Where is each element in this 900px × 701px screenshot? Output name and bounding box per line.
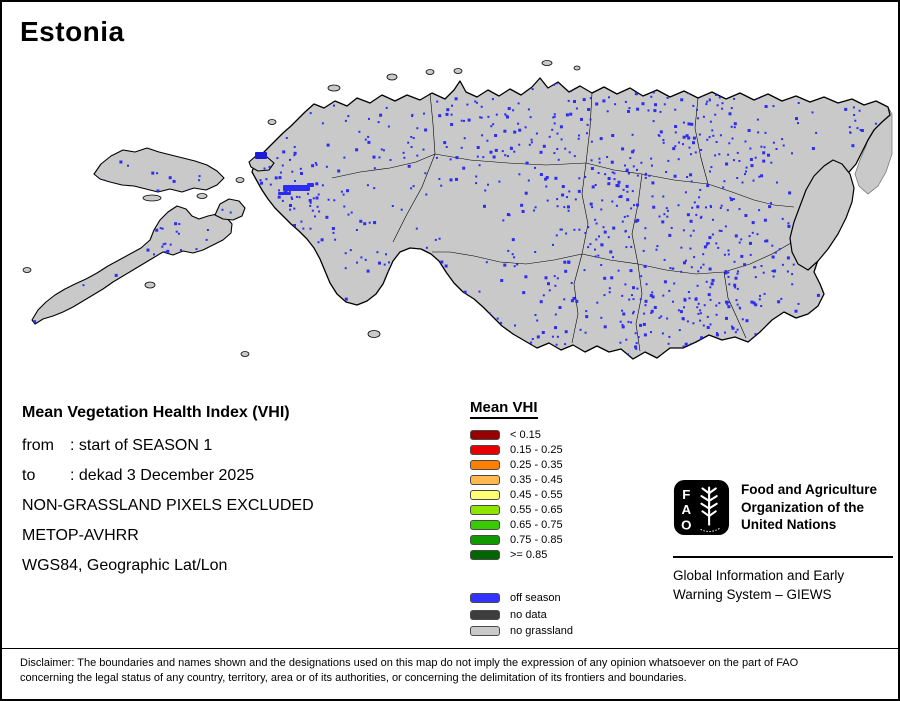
legend-swatch-off-season — [470, 593, 500, 604]
legend-item: off season — [470, 590, 573, 607]
info-label-to: to — [22, 467, 36, 484]
legend-item: 0.45 - 0.55 — [470, 487, 573, 502]
legend-item: 0.55 - 0.65 — [470, 502, 573, 517]
legend-item: 0.75 - 0.85 — [470, 532, 573, 547]
legend-item: 0.65 - 0.75 — [470, 517, 573, 532]
fao-logo-letter: O — [681, 517, 691, 532]
wheat-ear-icon — [700, 486, 718, 526]
legend-item-label: 0.75 - 0.85 — [510, 533, 563, 546]
fao-org-line: United Nations — [741, 517, 837, 532]
info-row-from: from : start of SEASON 1 — [22, 437, 314, 455]
legend-item: 0.35 - 0.45 — [470, 472, 573, 487]
legend-item-label: 0.55 - 0.65 — [510, 503, 563, 516]
fao-divider — [673, 556, 893, 558]
legend-item: no data — [470, 607, 573, 624]
fao-logo-letter: F — [682, 487, 690, 502]
info-value-projection: WGS84, Geographic Lat/Lon — [22, 557, 228, 574]
info-value-pixels: NON-GRASSLAND PIXELS EXCLUDED — [22, 497, 314, 514]
legend-swatch — [470, 459, 500, 470]
legend: Mean VHI < 0.15 0.15 - 0.25 0.25 - 0.35 … — [470, 399, 573, 640]
info-block: Mean Vegetation Health Index (VHI) from:… — [22, 404, 314, 587]
info-value-to: : dekad 3 December 2025 — [70, 467, 255, 484]
legend-item-label: 0.35 - 0.45 — [510, 473, 563, 486]
legend-swatch — [470, 474, 500, 485]
fao-org-name: Food and Agriculture Organization of the… — [741, 479, 877, 534]
info-label-from: from — [22, 437, 54, 454]
legend-item-label: < 0.15 — [510, 428, 541, 441]
info-value-from: : start of SEASON 1 — [70, 437, 213, 454]
giews-label: Global Information and Early Warning Sys… — [673, 567, 893, 604]
legend-item-label: no data — [510, 608, 547, 621]
info-row-to: to : dekad 3 December 2025 — [22, 467, 314, 485]
info-title: Mean Vegetation Health Index (VHI) — [22, 404, 290, 421]
legend-item-label: off season — [510, 592, 561, 605]
legend-swatch — [470, 549, 500, 560]
legend-item: 0.25 - 0.35 — [470, 457, 573, 472]
legend-item: no grassland — [470, 623, 573, 640]
legend-item-label: no grassland — [510, 625, 573, 638]
page-title: Estonia — [20, 16, 125, 47]
fao-org-line: Food and Agriculture — [741, 482, 877, 497]
disclaimer-line: concerning the legal status of any count… — [20, 672, 687, 684]
info-value-sensor: METOP-AVHRR — [22, 527, 139, 544]
legend-swatch — [470, 429, 500, 440]
info-row-sensor: METOP-AVHRR — [22, 527, 314, 545]
legend-title: Mean VHI — [470, 399, 538, 419]
legend-item-label: 0.15 - 0.25 — [510, 443, 563, 456]
giews-line: Warning System – GIEWS — [673, 586, 832, 602]
info-row-pixels: NON-GRASSLAND PIXELS EXCLUDED — [22, 497, 314, 515]
legend-swatch-no-data — [470, 609, 500, 620]
fao-block: F A O Food and Agriculture Organization … — [673, 479, 893, 604]
disclaimer-line: Disclaimer: The boundaries and names sho… — [20, 657, 799, 669]
info-row-projection: WGS84, Geographic Lat/Lon — [22, 557, 314, 575]
legend-swatch — [470, 489, 500, 500]
disclaimer: Disclaimer: The boundaries and names sho… — [2, 648, 898, 699]
giews-line: Global Information and Early — [673, 568, 845, 583]
fao-logo-letter: A — [681, 502, 691, 517]
legend-item: 0.15 - 0.25 — [470, 442, 573, 457]
legend-swatch — [470, 444, 500, 455]
legend-item-label: 0.65 - 0.75 — [510, 518, 563, 531]
legend-swatch — [470, 519, 500, 530]
legend-item: >= 0.85 — [470, 547, 573, 562]
legend-swatch-no-grassland — [470, 626, 500, 637]
legend-item-label: 0.25 - 0.35 — [510, 458, 563, 471]
legend-item-label: >= 0.85 — [510, 548, 548, 561]
fao-org-line: Organization of the — [741, 499, 864, 515]
legend-item-label: 0.45 - 0.55 — [510, 488, 563, 501]
legend-extras: off season no data no grassland — [470, 590, 573, 640]
legend-swatch — [470, 534, 500, 545]
fiat-panis-arc — [700, 527, 720, 532]
legend-swatch — [470, 504, 500, 515]
legend-item: < 0.15 — [470, 427, 573, 442]
fao-logo-icon: F A O — [673, 479, 730, 536]
fao-header: F A O Food and Agriculture Organization … — [673, 479, 893, 536]
